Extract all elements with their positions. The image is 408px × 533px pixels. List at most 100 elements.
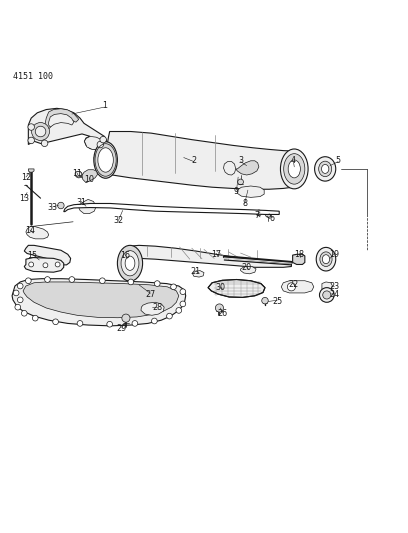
Circle shape [18, 283, 23, 289]
Ellipse shape [280, 149, 308, 189]
Circle shape [18, 297, 23, 303]
Ellipse shape [94, 142, 118, 178]
Circle shape [154, 281, 160, 286]
Text: 6: 6 [270, 214, 275, 223]
Text: 31: 31 [76, 198, 86, 207]
Ellipse shape [125, 256, 135, 270]
Circle shape [43, 263, 48, 268]
Text: 12: 12 [21, 173, 31, 182]
Polygon shape [24, 245, 71, 265]
Circle shape [31, 123, 49, 141]
Text: 26: 26 [217, 309, 227, 318]
Polygon shape [237, 186, 264, 197]
Text: 14: 14 [25, 226, 35, 235]
Polygon shape [224, 161, 236, 175]
Polygon shape [44, 109, 79, 129]
Circle shape [35, 126, 46, 137]
Circle shape [107, 321, 113, 327]
Text: 10: 10 [84, 175, 94, 183]
Circle shape [128, 279, 134, 285]
Circle shape [215, 304, 224, 312]
Text: 20: 20 [242, 263, 252, 272]
Circle shape [287, 283, 295, 291]
Circle shape [180, 301, 186, 307]
Polygon shape [82, 169, 98, 183]
Ellipse shape [315, 157, 336, 181]
Polygon shape [75, 171, 82, 177]
Circle shape [238, 179, 244, 185]
Text: 13: 13 [19, 193, 29, 203]
Circle shape [29, 262, 33, 267]
Text: 1: 1 [102, 101, 107, 110]
Circle shape [262, 297, 268, 304]
Circle shape [44, 277, 50, 282]
Polygon shape [141, 302, 164, 316]
Polygon shape [84, 136, 104, 149]
Text: 19: 19 [329, 250, 339, 259]
Circle shape [151, 318, 157, 324]
Text: 32: 32 [113, 216, 124, 225]
Ellipse shape [320, 252, 332, 266]
Circle shape [166, 313, 172, 319]
Circle shape [53, 319, 58, 325]
Text: 25: 25 [272, 296, 282, 305]
Ellipse shape [287, 151, 298, 187]
Ellipse shape [322, 255, 330, 264]
Polygon shape [193, 271, 204, 277]
Text: 29: 29 [117, 324, 127, 333]
Circle shape [58, 202, 64, 209]
Polygon shape [281, 281, 314, 293]
Ellipse shape [284, 154, 305, 184]
Circle shape [171, 284, 176, 289]
Polygon shape [241, 266, 256, 274]
Circle shape [122, 314, 130, 322]
Circle shape [97, 141, 104, 148]
Polygon shape [28, 108, 106, 149]
Ellipse shape [316, 247, 336, 271]
Text: 24: 24 [329, 289, 339, 298]
Ellipse shape [118, 245, 143, 281]
Circle shape [69, 277, 75, 282]
Text: 4: 4 [291, 156, 296, 165]
Circle shape [28, 124, 34, 130]
Polygon shape [64, 204, 279, 214]
Text: 2: 2 [191, 156, 196, 165]
Ellipse shape [289, 158, 296, 180]
Polygon shape [130, 245, 291, 268]
Circle shape [265, 212, 271, 217]
Circle shape [77, 320, 83, 326]
Circle shape [32, 316, 38, 321]
Circle shape [319, 288, 334, 302]
Text: 3: 3 [238, 156, 243, 165]
Text: 15: 15 [27, 251, 38, 260]
Polygon shape [236, 161, 259, 175]
Polygon shape [26, 227, 49, 239]
Circle shape [323, 291, 331, 299]
Circle shape [55, 262, 60, 267]
Circle shape [25, 278, 31, 284]
Ellipse shape [288, 160, 300, 178]
Polygon shape [28, 169, 34, 172]
Polygon shape [12, 279, 186, 326]
Text: 8: 8 [242, 199, 247, 208]
Circle shape [22, 310, 27, 316]
Ellipse shape [98, 148, 113, 172]
Text: 11: 11 [72, 169, 82, 179]
Polygon shape [208, 279, 265, 297]
Polygon shape [79, 199, 96, 214]
Text: 22: 22 [288, 280, 299, 289]
Text: 28: 28 [152, 303, 162, 312]
Text: 21: 21 [191, 267, 201, 276]
Text: 4151 100: 4151 100 [13, 72, 53, 81]
Circle shape [180, 289, 186, 295]
Polygon shape [49, 114, 74, 127]
Text: 33: 33 [48, 203, 58, 212]
Circle shape [13, 290, 19, 296]
Text: 16: 16 [120, 251, 130, 260]
Ellipse shape [319, 161, 332, 176]
Ellipse shape [322, 165, 329, 173]
Text: 17: 17 [211, 250, 221, 259]
Circle shape [176, 308, 182, 313]
Circle shape [256, 210, 262, 216]
Text: 18: 18 [295, 250, 304, 259]
